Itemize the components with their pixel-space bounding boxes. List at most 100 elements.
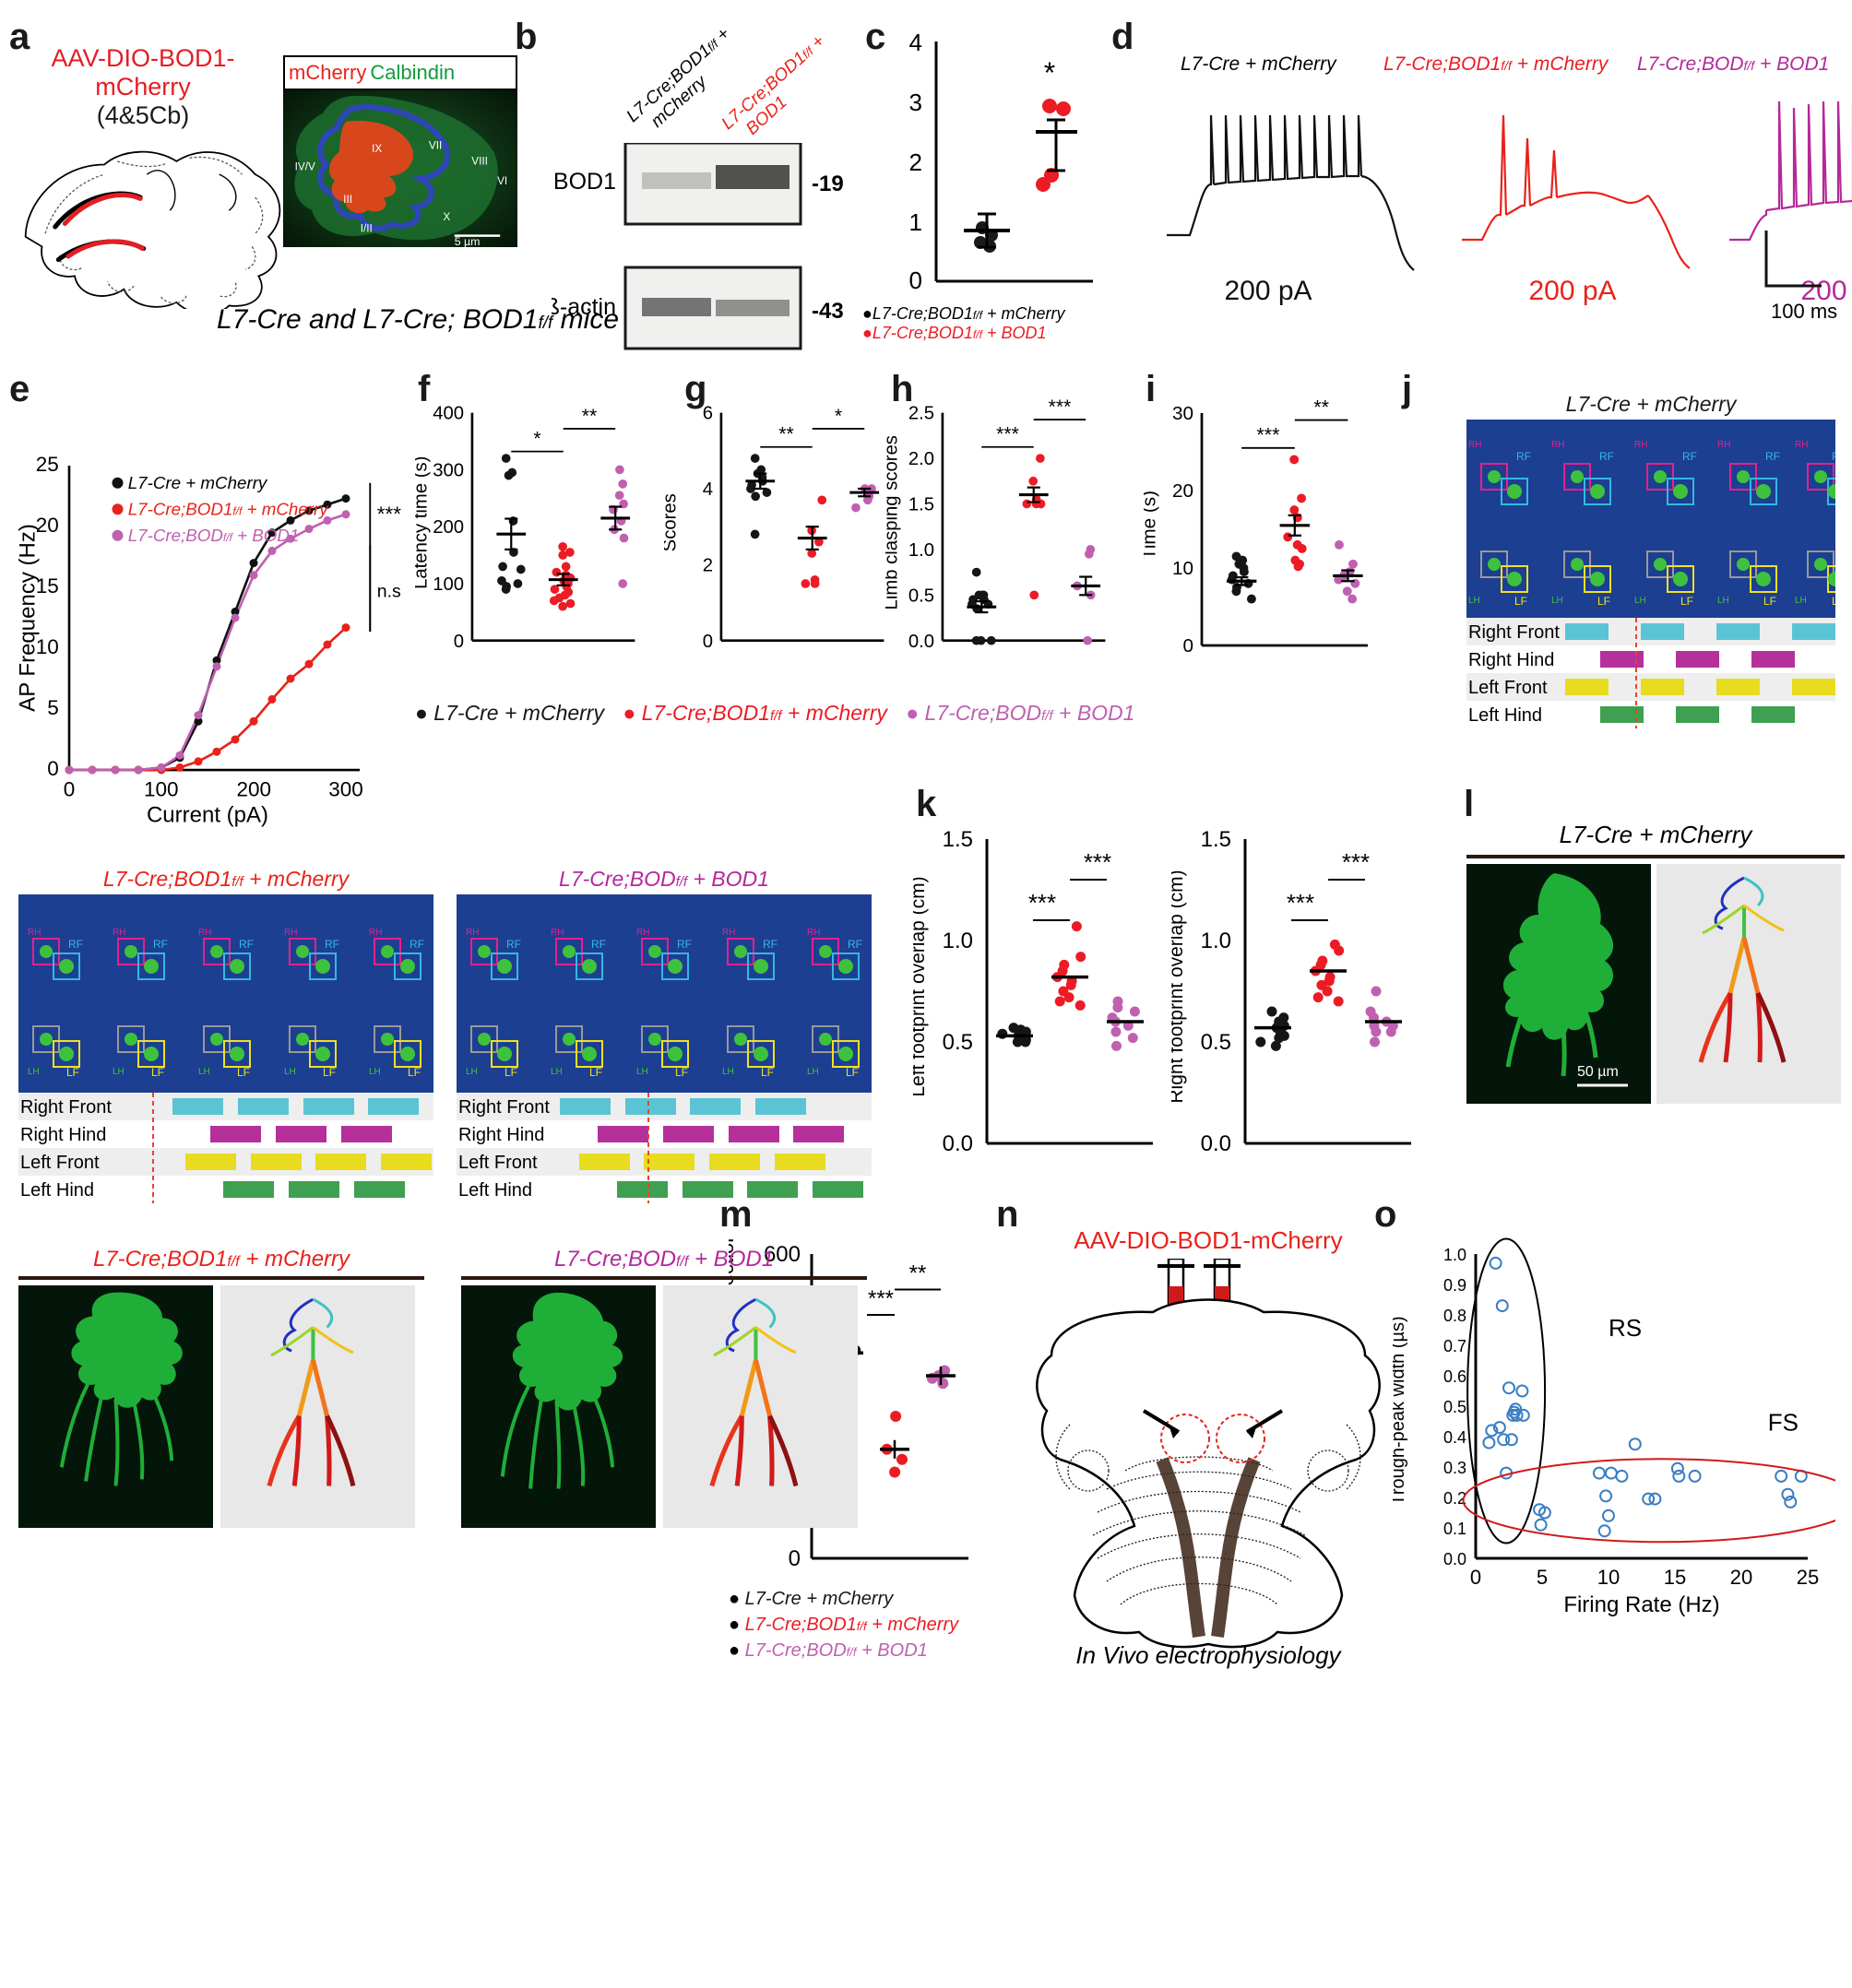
svg-text:300: 300: [433, 460, 464, 480]
svg-text:Trough-peak width (µs): Trough-peak width (µs): [1393, 1316, 1408, 1505]
svg-text:VII: VII: [429, 140, 442, 152]
svg-text:Current (pA): Current (pA): [147, 802, 268, 827]
svg-text:0: 0: [1182, 635, 1193, 657]
svg-text:-19: -19: [812, 172, 844, 196]
svg-text:0: 0: [789, 1546, 801, 1571]
svg-text:RF: RF: [153, 938, 168, 951]
svg-text:LF: LF: [846, 1066, 859, 1079]
svg-text:LF: LF: [505, 1066, 517, 1079]
svg-text:III: III: [343, 194, 352, 206]
svg-text:***: ***: [996, 424, 1019, 445]
svg-text:***: ***: [1049, 396, 1072, 418]
svg-text:*: *: [1044, 56, 1055, 89]
svg-text:0.5: 0.5: [1443, 1398, 1466, 1416]
svg-text:-43: -43: [812, 299, 844, 324]
svg-text:RH: RH: [284, 928, 297, 938]
svg-text:**: **: [778, 424, 793, 445]
svg-text:0.5: 0.5: [1201, 1030, 1231, 1055]
svg-text:100: 100: [433, 574, 464, 595]
svg-text:LF: LF: [675, 1066, 688, 1079]
svg-text:RH: RH: [1551, 440, 1564, 450]
svg-text:Right Front: Right Front: [20, 1097, 112, 1118]
svg-text:30: 30: [1172, 403, 1193, 424]
svg-text:LF: LF: [1680, 595, 1693, 608]
svg-text:2.0: 2.0: [908, 449, 934, 469]
svg-text:0: 0: [454, 632, 464, 652]
svg-text:***: ***: [377, 503, 401, 526]
svg-text:RH: RH: [551, 928, 564, 938]
svg-text:LH: LH: [1717, 596, 1729, 606]
svg-text:0: 0: [1470, 1566, 1481, 1589]
svg-text:**: **: [909, 1261, 927, 1286]
svg-text:0: 0: [703, 632, 713, 652]
svg-text:6: 6: [703, 404, 713, 424]
svg-text:10: 10: [1172, 558, 1193, 579]
svg-text:*: *: [835, 406, 842, 427]
svg-text:25: 25: [1797, 1566, 1819, 1589]
svg-text:0: 0: [909, 266, 922, 294]
svg-text:LH: LH: [284, 1067, 296, 1077]
svg-text:200: 200: [433, 517, 464, 538]
svg-text:200 pA: 200 pA: [1224, 276, 1312, 306]
svg-text:Left footprint overlap (cm): Left footprint overlap (cm): [913, 876, 929, 1096]
svg-text:n.s: n.s: [377, 582, 401, 602]
svg-text:Left Front: Left Front: [20, 1153, 100, 1173]
svg-text:RF: RF: [591, 938, 606, 951]
svg-text:100 ms: 100 ms: [1771, 300, 1837, 323]
svg-text:50 µm: 50 µm: [1577, 1064, 1619, 1080]
svg-text:Limb clasping scores: Limb clasping scores: [885, 435, 902, 609]
svg-text:LH: LH: [198, 1067, 210, 1077]
svg-text:Right Front: Right Front: [1468, 622, 1560, 643]
svg-text:3: 3: [909, 89, 922, 116]
svg-text:200: 200: [236, 778, 271, 801]
svg-text:RH: RH: [807, 928, 820, 938]
svg-text:LF: LF: [1514, 595, 1527, 608]
svg-text:RF: RF: [239, 938, 254, 951]
svg-text:300: 300: [328, 778, 363, 801]
svg-text:LH: LH: [807, 1067, 819, 1077]
svg-text:Left Front: Left Front: [458, 1153, 538, 1173]
svg-text:5: 5: [1537, 1566, 1548, 1589]
svg-text:1.0: 1.0: [1201, 929, 1231, 953]
svg-text:2.5: 2.5: [908, 404, 934, 424]
svg-text:0.9: 0.9: [1443, 1276, 1466, 1295]
svg-text:L7-Cre;BOD1f/f + mCherry: L7-Cre;BOD1f/f + mCherry: [128, 499, 329, 518]
svg-text:RF: RF: [68, 938, 83, 951]
svg-text:20: 20: [1172, 480, 1193, 502]
svg-text:I/II: I/II: [361, 222, 373, 234]
svg-text:Firing Rate (Hz): Firing Rate (Hz): [1563, 1592, 1719, 1617]
svg-text:LH: LH: [722, 1067, 734, 1077]
svg-text:**: **: [1313, 396, 1329, 418]
svg-text:LH: LH: [369, 1067, 381, 1077]
svg-text:LH: LH: [1551, 596, 1563, 606]
svg-text:RH: RH: [1717, 440, 1730, 450]
svg-text:0.0: 0.0: [943, 1131, 973, 1156]
svg-text:4: 4: [909, 32, 922, 56]
svg-text:5 µm: 5 µm: [455, 235, 481, 247]
svg-text:0: 0: [64, 778, 76, 801]
svg-text:LF: LF: [66, 1066, 79, 1079]
svg-text:LH: LH: [636, 1067, 648, 1077]
svg-text:RF: RF: [410, 938, 424, 951]
svg-text:1.0: 1.0: [1443, 1246, 1466, 1264]
svg-text:X: X: [443, 211, 450, 223]
svg-text:AP Frequency (Hz): AP Frequency (Hz): [16, 524, 41, 712]
svg-text:***: ***: [1256, 423, 1280, 446]
svg-text:0.1: 0.1: [1443, 1520, 1466, 1538]
svg-text:LF: LF: [761, 1066, 774, 1079]
svg-text:***: ***: [868, 1286, 894, 1311]
svg-text:0.0: 0.0: [908, 632, 934, 652]
svg-text:BOD1: BOD1: [553, 169, 616, 195]
svg-text:400: 400: [433, 404, 464, 424]
svg-text:RH: RH: [1468, 440, 1481, 450]
svg-text:*: *: [533, 429, 540, 450]
svg-text:Scores: Scores: [664, 493, 681, 551]
svg-text:***: ***: [1084, 848, 1111, 876]
svg-text:1.5: 1.5: [943, 827, 973, 852]
svg-text:RF: RF: [1599, 450, 1614, 463]
svg-text:RH: RH: [198, 928, 211, 938]
svg-text:Left Hind: Left Hind: [458, 1180, 532, 1201]
svg-text:RF: RF: [1765, 450, 1780, 463]
svg-text:Left Hind: Left Hind: [1468, 705, 1542, 726]
svg-text:1.0: 1.0: [908, 540, 934, 561]
